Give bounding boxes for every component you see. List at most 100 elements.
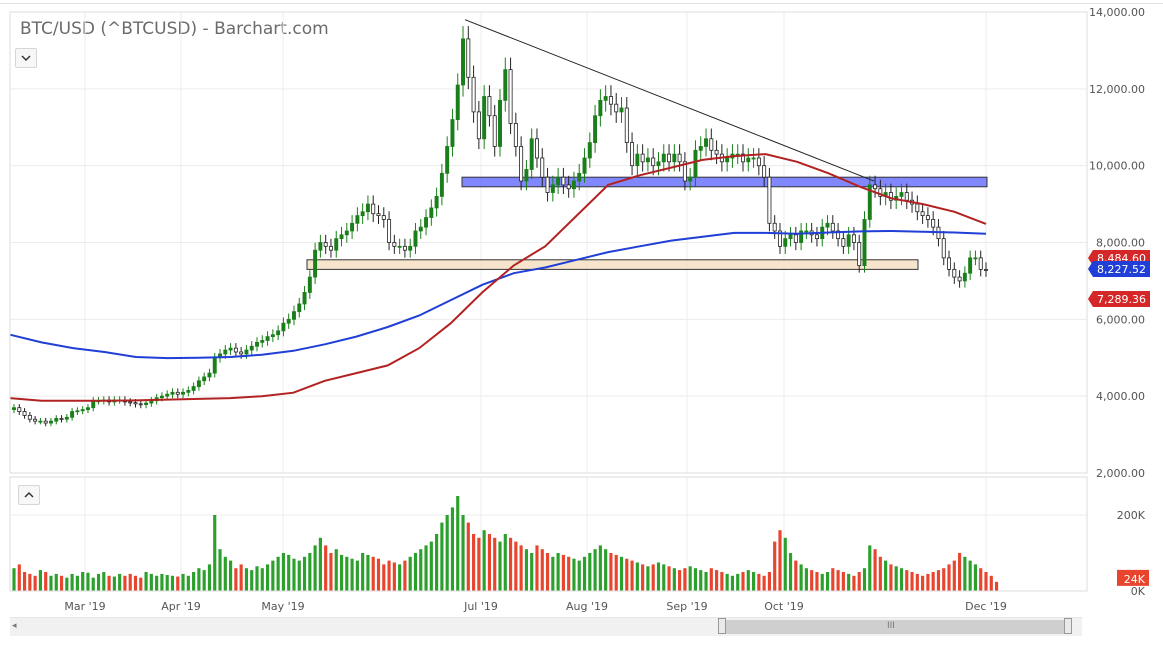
price-tick-label: 8,000.00 bbox=[1096, 237, 1145, 250]
volume-bar bbox=[350, 558, 354, 591]
time-scrollbar[interactable]: ◂ III bbox=[10, 617, 1082, 636]
candle-body bbox=[973, 257, 978, 260]
candle-body bbox=[434, 195, 439, 209]
volume-bar bbox=[260, 568, 264, 591]
volume-bar bbox=[905, 570, 909, 591]
candle-body bbox=[878, 188, 883, 197]
candle-body bbox=[270, 334, 275, 338]
candle-body bbox=[450, 119, 455, 147]
volume-bar bbox=[324, 545, 328, 591]
candle-body bbox=[825, 222, 830, 228]
expand-volume-button[interactable] bbox=[18, 485, 40, 505]
volume-bar bbox=[783, 537, 787, 591]
volume-bar bbox=[250, 570, 254, 591]
candle-body bbox=[302, 292, 307, 305]
time-tick-label: Mar '19 bbox=[64, 600, 105, 613]
candle-body bbox=[862, 219, 867, 266]
candle-body bbox=[27, 414, 32, 420]
candle-body bbox=[756, 157, 761, 167]
candle-body bbox=[344, 230, 349, 236]
volume-bar bbox=[757, 573, 761, 591]
candle-body bbox=[529, 138, 534, 170]
candle-body bbox=[85, 407, 90, 411]
volume-bar bbox=[915, 573, 919, 591]
scroll-thumb[interactable]: III bbox=[718, 618, 1072, 634]
scroll-handle-left[interactable] bbox=[718, 618, 726, 634]
volume-bar bbox=[762, 575, 766, 591]
price-tick-label: 10,000.00 bbox=[1089, 160, 1145, 173]
candle-body bbox=[688, 176, 693, 182]
candle-body bbox=[814, 234, 819, 240]
candle-body bbox=[445, 146, 450, 174]
candle-body bbox=[128, 401, 133, 404]
price-panel-frame bbox=[9, 11, 1088, 474]
support-resistance-zones bbox=[306, 176, 988, 270]
volume-bar bbox=[572, 558, 576, 591]
time-tick-label: Jul '19 bbox=[463, 600, 498, 613]
volume-bar bbox=[577, 560, 581, 591]
volume-bar bbox=[144, 572, 148, 591]
candle-body bbox=[925, 215, 930, 220]
volume-bar bbox=[947, 564, 951, 591]
candle-body bbox=[857, 242, 862, 266]
candle-body bbox=[836, 230, 841, 240]
volume-bar bbox=[656, 562, 661, 591]
volume-bar bbox=[96, 573, 101, 591]
volume-bar bbox=[54, 573, 58, 591]
candle-body bbox=[545, 176, 550, 193]
volume-bar bbox=[582, 556, 587, 591]
grip-icon: III bbox=[887, 621, 895, 631]
volume-bar bbox=[556, 553, 560, 591]
volume-bar bbox=[466, 522, 470, 591]
volume-bar bbox=[958, 553, 962, 591]
price-tag bbox=[1088, 261, 1150, 277]
candle-body bbox=[186, 390, 191, 393]
volume-bar bbox=[313, 545, 317, 591]
volume-bar bbox=[535, 545, 539, 591]
candle-body bbox=[49, 420, 53, 424]
scroll-left-icon[interactable]: ◂ bbox=[12, 621, 17, 631]
volume-bar bbox=[334, 549, 338, 591]
candle-body bbox=[43, 420, 48, 424]
volume-current-label: 24K bbox=[1124, 573, 1146, 586]
volume-bar bbox=[297, 560, 301, 591]
volume-bar bbox=[281, 553, 285, 591]
candle-body bbox=[957, 276, 962, 282]
collapse-price-button[interactable] bbox=[15, 48, 37, 68]
volume-bar bbox=[799, 564, 803, 591]
candle-body bbox=[191, 386, 196, 391]
volume-bar bbox=[450, 507, 455, 591]
candle-body bbox=[762, 165, 767, 178]
candle-body bbox=[540, 157, 545, 178]
price-tag-label: 8,227.52 bbox=[1097, 263, 1146, 276]
volume-bar bbox=[38, 570, 42, 591]
volume-bar bbox=[318, 537, 322, 591]
time-axis: Mar '19 Apr '19 May '19 Jul '19 Aug '19 Sep '… bbox=[64, 600, 1007, 613]
chart-title: BTC/USD (^BTCUSD) - Barchart.com bbox=[20, 19, 329, 39]
volume-bar bbox=[889, 564, 893, 591]
scroll-handle-right[interactable] bbox=[1064, 618, 1072, 634]
volume-bar bbox=[12, 568, 16, 591]
candle-body bbox=[656, 161, 661, 167]
volume-bar bbox=[973, 564, 978, 591]
candle-body bbox=[851, 234, 856, 243]
candle-body bbox=[767, 176, 772, 224]
candle-body bbox=[244, 349, 249, 355]
volume-bar bbox=[33, 575, 37, 591]
volume-bar bbox=[255, 566, 259, 591]
volume-bar bbox=[223, 556, 227, 591]
candle-body bbox=[249, 345, 254, 351]
candle-body bbox=[667, 153, 672, 163]
volume-bar bbox=[461, 515, 465, 591]
volume-bar bbox=[984, 572, 988, 591]
volume-bar bbox=[265, 564, 270, 591]
volume-bar bbox=[794, 560, 798, 591]
candle-body bbox=[931, 219, 936, 228]
candle-body bbox=[672, 153, 677, 163]
candle-body bbox=[587, 142, 592, 159]
volume-bar bbox=[17, 564, 21, 591]
volume-bar bbox=[683, 568, 687, 591]
candle-body bbox=[725, 157, 730, 163]
ma-slow-line bbox=[9, 229, 987, 360]
time-tick-label: Oct '19 bbox=[764, 600, 804, 613]
